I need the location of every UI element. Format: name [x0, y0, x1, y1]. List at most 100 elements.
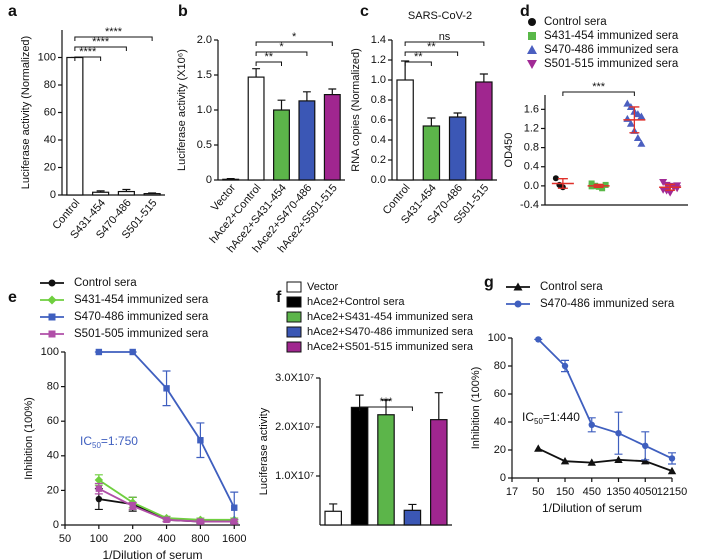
bar — [350, 406, 369, 526]
significance-bracket — [359, 406, 413, 411]
x-axis-label: 1/Dilution of serum — [102, 548, 202, 559]
y-tick-label: 1.5 — [197, 69, 212, 81]
bar — [66, 56, 84, 196]
y-tick-label: 0.4 — [524, 161, 539, 173]
y-tick-label: 0.0 — [371, 174, 386, 186]
marker — [615, 430, 622, 437]
sd-bar — [593, 183, 604, 188]
significance-bracket — [255, 61, 282, 66]
marker — [163, 385, 170, 392]
marker — [641, 457, 650, 465]
error-bar — [328, 88, 337, 95]
y-tick-label: 80 — [44, 79, 56, 91]
y-axis-label: Luciferase activity — [258, 407, 270, 495]
bar — [422, 125, 441, 181]
bar — [430, 419, 448, 526]
y-tick-label: 60 — [44, 106, 56, 118]
marker — [588, 421, 595, 428]
marker — [668, 455, 676, 462]
significance-label: *** — [592, 81, 606, 93]
annotation: IC50=1:750 — [80, 434, 138, 450]
significance-bracket — [404, 61, 432, 66]
marker — [163, 516, 170, 524]
y-tick-label: 40 — [44, 134, 56, 146]
y-tick-label: 0 — [206, 174, 212, 186]
x-tick-label: 150 — [556, 486, 574, 498]
legend-swatch — [286, 281, 302, 293]
annotation-part: IC — [522, 410, 534, 424]
legend-swatch — [286, 311, 302, 323]
bar — [222, 178, 240, 181]
x-tick-label: 50 — [532, 486, 544, 498]
x-tick-label: 400 — [157, 533, 175, 545]
legend-swatch — [286, 341, 302, 353]
significance-bracket — [74, 36, 153, 41]
significance-label: ** — [265, 51, 274, 63]
legend-label: S470-486 immunized sera — [544, 44, 679, 56]
panel-label: g — [484, 274, 494, 291]
marker — [528, 18, 536, 26]
marker — [552, 175, 559, 182]
marker — [662, 187, 671, 195]
legend-label: hAce2+S431-454 immunized sera — [307, 311, 474, 323]
annotation-part: 50 — [92, 441, 101, 450]
error-bar — [434, 392, 443, 420]
marker — [637, 139, 646, 147]
bar — [475, 81, 493, 181]
significance-bracket — [74, 46, 127, 51]
significance-label: *** — [380, 396, 394, 408]
bar — [92, 191, 110, 196]
y-tick-label: 0.4 — [371, 134, 386, 146]
y-axis-label: Luciferase activity (X10⁶) — [176, 49, 188, 171]
y-tick-label: 0.2 — [371, 154, 386, 166]
sd-bar — [629, 106, 640, 134]
significance-bracket — [562, 91, 635, 96]
panel-label: f — [276, 289, 282, 306]
significance-bracket — [255, 41, 333, 46]
y-tick-label: 80 — [47, 381, 59, 393]
panel-label: e — [8, 289, 17, 306]
marker — [197, 518, 204, 525]
significance-label: **** — [92, 36, 110, 48]
marker — [94, 475, 104, 485]
panel-label: a — [8, 3, 17, 20]
y-tick-label: 40 — [47, 450, 59, 462]
legend-label: hAce2+S501-515 immunized sera — [307, 341, 474, 353]
legend-swatch — [286, 296, 302, 308]
y-tick-label: 0.6 — [371, 114, 386, 126]
marker — [231, 518, 238, 525]
y-tick-label: 40 — [494, 416, 506, 428]
error-bar — [453, 112, 462, 117]
y-axis-label: Inhibition (100%) — [470, 367, 482, 450]
legend-label: Vector — [307, 281, 339, 293]
marker — [561, 362, 569, 370]
y-tick-label: 1.0 — [197, 104, 212, 116]
y-tick-label: 3.0X10⁷ — [275, 372, 314, 384]
y-tick-label: 0 — [53, 519, 59, 531]
y-tick-label: 80 — [494, 360, 506, 372]
bar — [117, 190, 135, 196]
marker — [614, 455, 623, 463]
bar — [247, 76, 265, 181]
y-axis-label: Luciferase activity (Normalized) — [20, 36, 32, 189]
significance-label: ** — [427, 41, 436, 53]
legend-label: S431-454 immunized sera — [74, 294, 209, 306]
marker — [599, 185, 606, 192]
sd-bar — [665, 183, 676, 191]
marker — [637, 112, 646, 120]
annotation-part: =1:750 — [101, 434, 138, 448]
bar — [298, 100, 316, 181]
significance-label: **** — [105, 26, 123, 38]
legend-label: S470-486 immunized sera — [74, 311, 209, 323]
y-tick-label: -0.4 — [520, 199, 539, 211]
y-tick-label: 100 — [41, 346, 59, 358]
significance-bracket — [74, 56, 102, 61]
bar — [403, 509, 422, 526]
y-axis-label: OD450 — [503, 133, 515, 168]
error-bar — [252, 68, 261, 78]
x-tick-label: 800 — [191, 533, 209, 545]
error-bar — [329, 503, 338, 512]
legend-label: S470-486 immunized sera — [540, 298, 675, 310]
error-bar — [355, 394, 364, 408]
bar — [143, 193, 161, 196]
